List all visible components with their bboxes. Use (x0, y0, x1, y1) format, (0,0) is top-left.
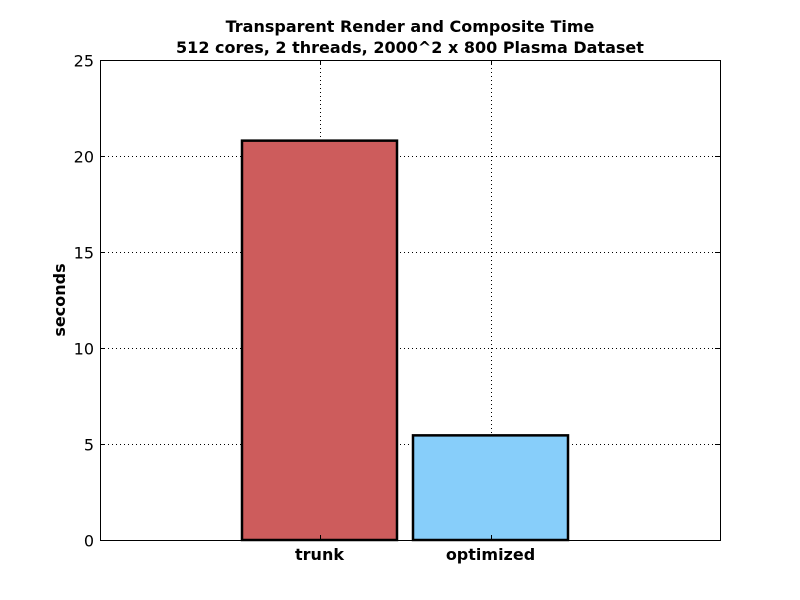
y-tick-label: 25 (74, 52, 94, 71)
bar-optimized (411, 434, 570, 542)
y-tick-label: 10 (74, 340, 94, 359)
y-tick-label: 15 (74, 244, 94, 263)
bar-layer (240, 139, 570, 542)
grid-layer (100, 60, 720, 540)
y-tick-label: 5 (84, 436, 94, 455)
y-tick-label: 20 (74, 148, 94, 167)
y-tick-label: 0 (84, 532, 94, 551)
chart-subtitle: 512 cores, 2 threads, 2000^2 x 800 Plasm… (176, 38, 644, 57)
bar-trunk (240, 139, 399, 542)
y-axis-label: seconds (50, 263, 69, 336)
chart-title: Transparent Render and Composite Time (226, 17, 595, 36)
axis-layer: 0 5 10 15 20 25 trunk optimized (74, 52, 720, 564)
plot-frame (100, 60, 721, 541)
x-tick-label: optimized (446, 545, 535, 564)
x-tick-label: trunk (295, 545, 344, 564)
